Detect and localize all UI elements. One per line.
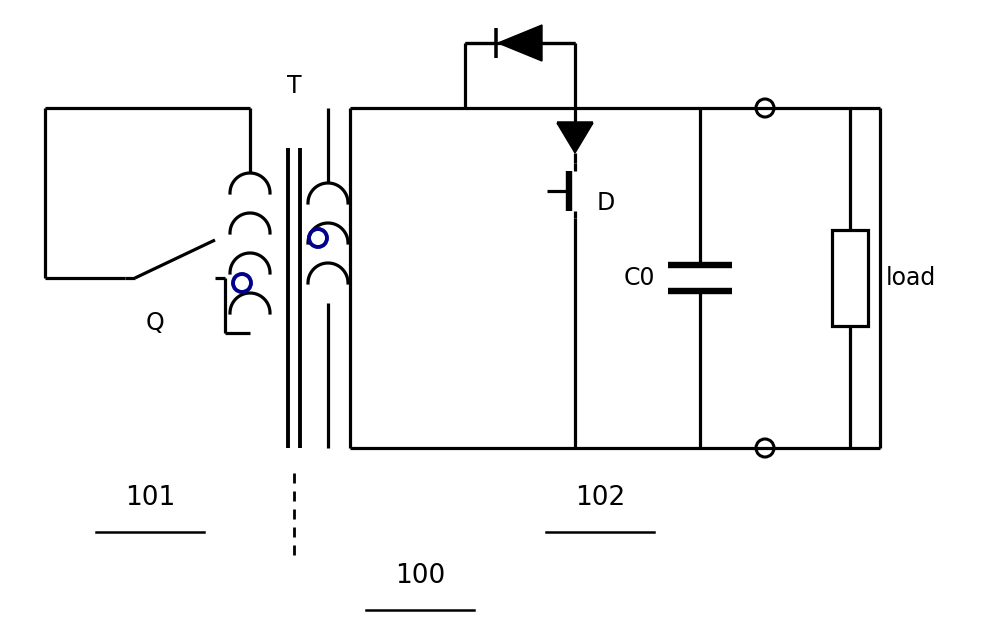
Text: load: load [886,266,936,290]
Text: D: D [597,191,615,215]
Polygon shape [498,25,542,61]
Text: C0: C0 [624,266,655,290]
Text: Q: Q [146,311,164,335]
Bar [832,230,868,326]
Polygon shape [557,123,593,153]
Text: 101: 101 [125,485,175,511]
Text: 102: 102 [575,485,625,511]
Text: 100: 100 [395,563,445,589]
Text: T: T [287,74,301,98]
